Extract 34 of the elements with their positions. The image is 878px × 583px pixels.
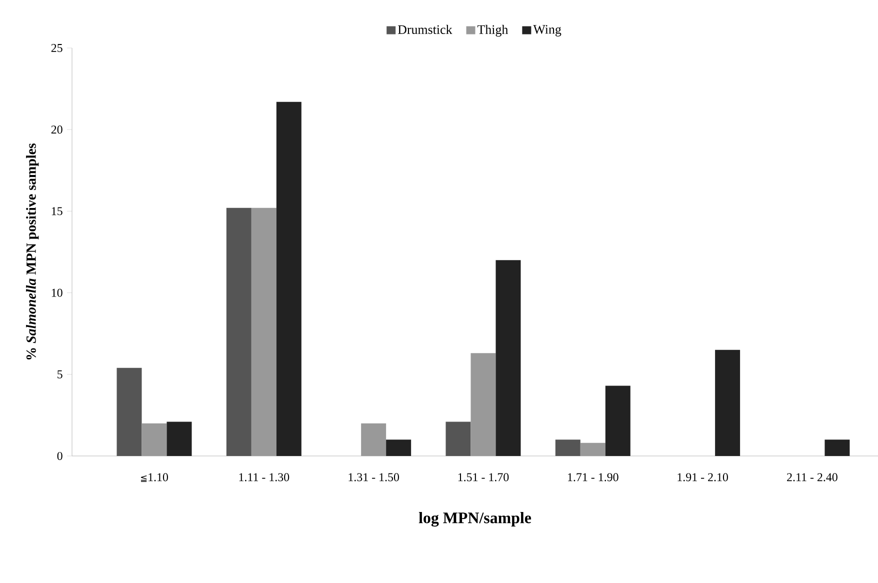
bar <box>226 208 252 456</box>
x-tick-label: 1.31 - 1.50 <box>348 473 400 482</box>
legend-label: Thigh <box>477 24 508 37</box>
y-tick-label: 15 <box>52 207 62 216</box>
x-tick-label: 1.51 - 1.70 <box>458 473 509 482</box>
bar <box>251 208 276 456</box>
x-axis-title: log MPN/sample <box>418 512 532 527</box>
bar <box>715 350 740 456</box>
y-tick-label: 20 <box>51 126 62 134</box>
bar <box>605 386 630 456</box>
y-tick-label: 25 <box>51 44 62 52</box>
text: % Salmonella MPN positive samples <box>26 143 39 360</box>
y-tick-label: 0 <box>57 452 62 460</box>
y-tick-label: 10 <box>52 288 62 297</box>
bar <box>142 423 167 456</box>
bar <box>496 260 521 456</box>
bar <box>446 422 471 456</box>
x-tick-label: ≦1.10 <box>140 473 168 482</box>
bar <box>824 440 850 456</box>
bar <box>386 440 412 456</box>
bar <box>116 368 142 456</box>
bar <box>580 442 606 456</box>
legend-label: Drumstick <box>398 24 452 34</box>
x-tick-label: 1.91 - 2.10 <box>678 473 728 482</box>
x-tick-label: 1.71 - 1.90 <box>568 473 618 482</box>
bar <box>166 422 192 456</box>
bar <box>555 440 580 456</box>
bar <box>276 102 302 456</box>
bar <box>361 423 386 456</box>
legend-label: Wing <box>533 25 562 36</box>
y-tick-label: 5 <box>58 370 62 378</box>
x-tick-label: 1.11 - 1.30 <box>239 473 290 482</box>
x-tick-label: 2.11 - 2.40 <box>787 473 838 482</box>
bar <box>470 353 496 456</box>
